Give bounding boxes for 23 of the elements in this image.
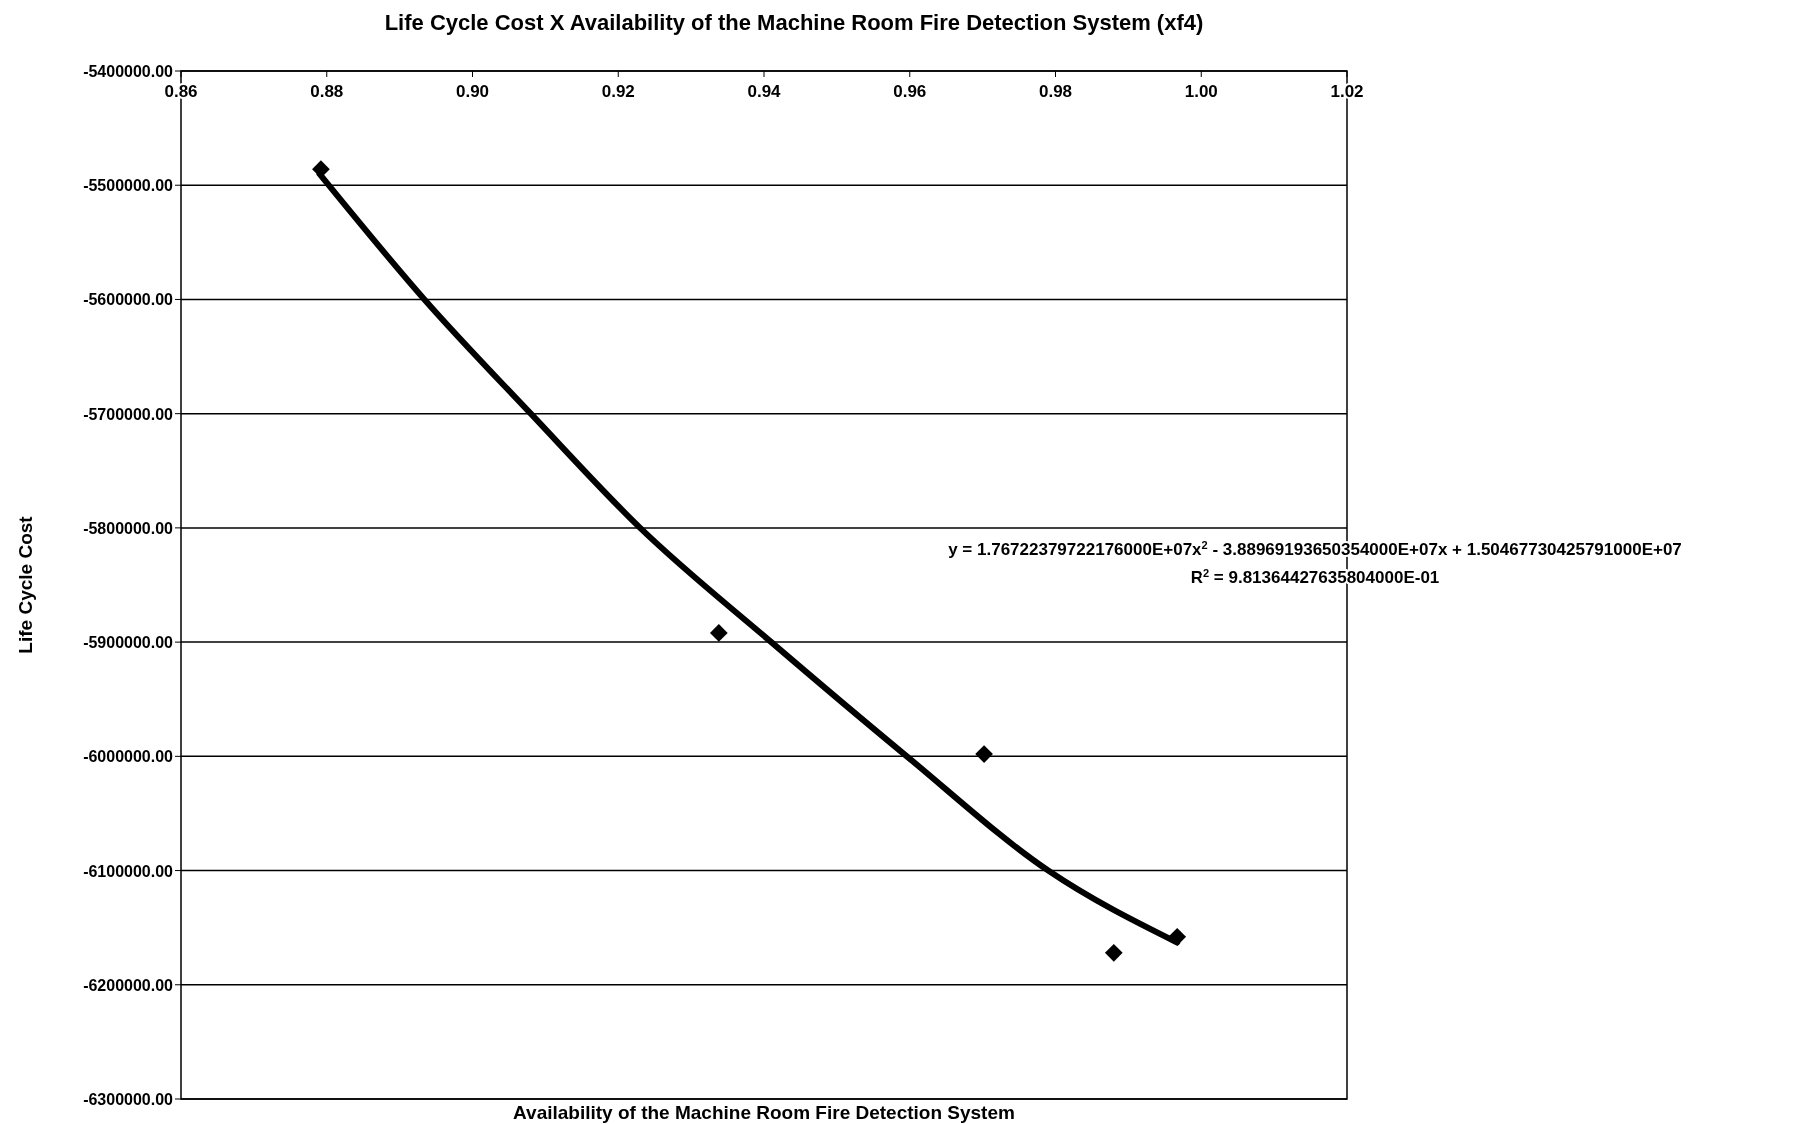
point — [709, 624, 728, 642]
x-tick-label: 0.94 — [747, 82, 782, 101]
point — [1104, 943, 1123, 962]
x-tick-label: 1.00 — [1184, 82, 1218, 101]
x-tick-label: 0.98 — [1038, 82, 1073, 101]
y-axis-title: Life Cycle Cost — [15, 515, 36, 654]
x-tick-label: 0.90 — [455, 82, 490, 101]
y-tick-label: -5500000.00 — [83, 177, 174, 195]
point — [975, 745, 993, 763]
y-tick-label: -5400000.00 — [83, 63, 174, 80]
chart-title: Life Cycle Cost X Availability of the Machine Room Fire Detection System (xf4) — [384, 10, 1204, 35]
y-tick-label: -5900000.00 — [83, 634, 174, 652]
y-tick-label: -5700000.00 — [83, 405, 174, 423]
x-tick-label: 0.92 — [601, 82, 635, 101]
y-tick-label: -6100000.00 — [83, 862, 174, 880]
x-tick-label: 0.96 — [893, 82, 927, 101]
y-tick-label: -6000000.00 — [83, 748, 174, 766]
y-tick-label: -5600000.00 — [83, 291, 174, 309]
y-tick-label: -5800000.00 — [83, 519, 174, 537]
y-tick-label: -6200000.00 — [83, 976, 174, 994]
x-axis-title: Availability of the Machine Room Fire Detection System — [513, 1102, 1015, 1123]
x-tick-label: 0.88 — [310, 82, 344, 101]
y-tick-label: -6300000.00 — [83, 1091, 174, 1108]
